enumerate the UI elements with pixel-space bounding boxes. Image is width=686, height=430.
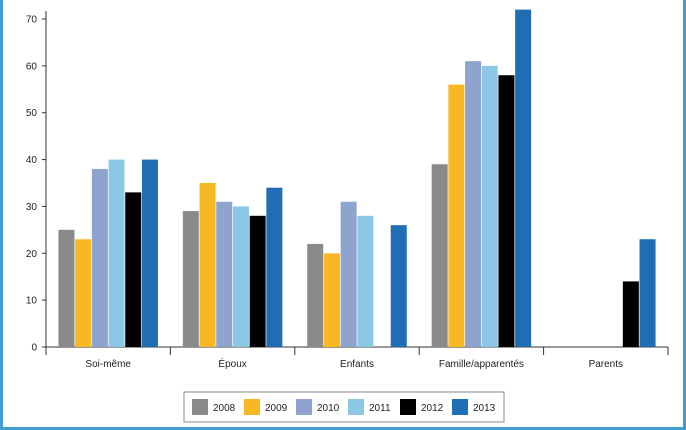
bar-2009-Famille/apparentés <box>448 84 465 347</box>
x-category-label: Parents <box>589 359 623 370</box>
y-tick-label-20: 20 <box>26 249 38 260</box>
x-axis: Soi-même Époux Enfants Famille/apparentés Pa… <box>45 346 669 370</box>
legend-swatch-2011 <box>348 399 364 415</box>
legend-label-2011: 2011 <box>369 403 391 414</box>
bar-2012-Parents <box>622 281 639 347</box>
legend: 2008 2009 2010 2011 2012 2013 <box>183 391 505 423</box>
legend-swatch-2009 <box>244 399 260 415</box>
bar-2008-Époux <box>182 211 199 347</box>
y-tick-label-40: 40 <box>26 155 38 166</box>
bar-2013-Enfants <box>390 225 407 347</box>
legend-swatch-2010 <box>296 399 312 415</box>
legend-label-2009: 2009 <box>265 403 288 414</box>
bar-2011-Époux <box>232 206 249 347</box>
bar-2008-Soi-même <box>58 229 75 347</box>
y-tick-label-50: 50 <box>26 108 38 119</box>
bar-2008-Famille/apparentés <box>431 164 448 347</box>
x-category-label: Époux <box>218 357 246 370</box>
legend-label-2012: 2012 <box>421 403 444 414</box>
y-tick-label-10: 10 <box>26 296 38 307</box>
legend-swatch-2012 <box>400 399 416 415</box>
x-category-label: Enfants <box>340 359 374 370</box>
legend-label-2008: 2008 <box>213 403 236 414</box>
y-tick-label-0: 0 <box>31 343 37 354</box>
bar-2011-Soi-même <box>108 159 125 347</box>
bar-2013-Parents <box>639 239 656 347</box>
bar-2010-Enfants <box>340 201 357 347</box>
bar-2011-Enfants <box>357 215 374 347</box>
bar-2010-Soi-même <box>91 168 108 347</box>
legend-box <box>183 391 505 423</box>
bar-2009-Époux <box>199 183 216 347</box>
bar-2011-Famille/apparentés <box>481 65 498 347</box>
bar-2012-Époux <box>249 215 266 347</box>
x-category-label: Soi-même <box>85 359 131 370</box>
bar-2013-Époux <box>266 187 283 347</box>
legend-swatch-2013 <box>452 399 468 415</box>
legend-label-2010: 2010 <box>317 403 340 414</box>
bar-2008-Enfants <box>307 243 324 347</box>
bar-2009-Soi-même <box>75 239 92 347</box>
y-tick-label-70: 70 <box>26 15 38 26</box>
legend-label-2013: 2013 <box>473 403 496 414</box>
bar-2009-Enfants <box>323 253 340 347</box>
x-category-label: Famille/apparentés <box>439 359 524 370</box>
bar-2012-Famille/apparentés <box>498 75 515 347</box>
legend-swatch-2008 <box>192 399 208 415</box>
y-axis: 0 10 20 30 40 50 60 70 <box>26 11 47 354</box>
bar-2012-Soi-même <box>125 192 142 347</box>
y-tick-label-30: 30 <box>26 202 38 213</box>
bar-2010-Famille/apparentés <box>465 61 482 348</box>
y-tick-label-60: 60 <box>26 61 38 72</box>
bar-2010-Époux <box>216 201 233 347</box>
bar-2013-Famille/apparentés <box>515 9 532 348</box>
bar-2013-Soi-même <box>141 159 158 347</box>
bars <box>58 9 656 348</box>
